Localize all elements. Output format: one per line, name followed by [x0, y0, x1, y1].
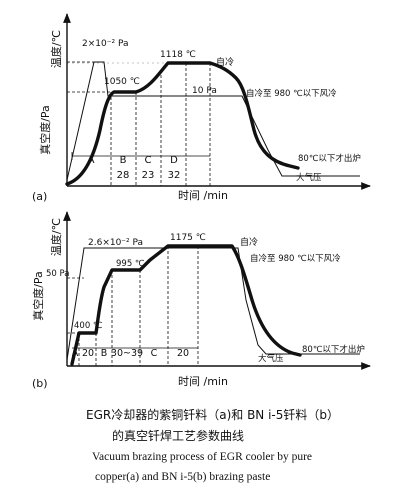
stage-dividers-b — [78, 246, 199, 366]
temperature-curve-b — [70, 244, 302, 366]
label-temp-1050-a: 1050 ℃ — [104, 77, 140, 87]
x-label-b: 时间 /min — [178, 375, 228, 388]
label-self-cool-a: 自冷 — [216, 56, 234, 68]
label-temp-400-b: 400 ℃ — [74, 321, 103, 331]
label-vacuum-high-a: 2×10⁻² Pa — [82, 39, 128, 49]
stage-letter-a-0: A — [88, 155, 95, 166]
panel-label-a: (a) — [32, 190, 47, 203]
label-fan-cool-a: 自冷至 980 ℃以下风冷 — [246, 88, 337, 99]
label-temp-995-b: 995 ℃ — [116, 259, 145, 269]
caption-en-line-2: copper(a) and BN i-5(b) brazing paste — [95, 471, 271, 483]
stage-letter-b-0: A — [72, 348, 79, 359]
stage-dividers-a — [110, 63, 211, 186]
vacuum-curve-b — [66, 247, 360, 361]
temperature-curve-a — [65, 61, 300, 186]
label-discharge-a: 80℃以下才出炉 — [298, 153, 361, 164]
stage-letter-a-3: D — [170, 155, 178, 166]
stage-letter-b-1: B — [101, 348, 108, 359]
stage-duration-b-1: 30~39 — [111, 348, 143, 359]
stage-letter-b-2: C — [151, 348, 158, 359]
label-temp-1175-b: 1175 ℃ — [170, 233, 206, 243]
label-atmos-a: 大气压 — [296, 172, 322, 183]
label-fan-cool-b: 自冷至 980 ℃以下风冷 — [250, 253, 341, 264]
label-temp-1118-a: 1118 ℃ — [160, 50, 196, 60]
diagram-b: 温度/℃ 真空度/Pa A 20 B 30~39 C 20 2.6×10⁻² P… — [31, 211, 371, 390]
label-vacuum-low-a: 10 Pa — [192, 86, 217, 96]
stage-duration-b-0: 20 — [82, 348, 94, 359]
y-label-temperature-b: 温度/℃ — [49, 218, 63, 256]
y-label-vacuum-b: 真空度/Pa — [31, 271, 45, 321]
stage-duration-a-3: 32 — [168, 170, 181, 181]
label-atmos-b: 大气压 — [258, 353, 284, 364]
label-vacuum-high-b: 2.6×10⁻² Pa — [88, 238, 143, 248]
stage-letter-a-1: B — [120, 155, 127, 166]
caption-zh-line-2: 的真空钎焊工艺参数曲线 — [112, 429, 245, 443]
label-self-cool-b: 自冷 — [240, 236, 258, 248]
label-vacuum-low-b: 50 Pa — [46, 269, 69, 279]
stage-duration-b-3: 20 — [177, 348, 189, 359]
diagram-a: 温度/℃ 真空度/Pa A B C D 28 23 32 2×10⁻² — [32, 13, 371, 203]
figure-caption: EGR冷却器的紫铜钎料（a)和 BN i-5钎料（b） 的真空钎焊工艺参数曲线 … — [0, 400, 417, 495]
panel-label-b: (b) — [32, 377, 48, 390]
y-label-vacuum-a: 真空度/Pa — [38, 105, 52, 155]
caption-zh-line-1: EGR冷却器的紫铜钎料（a)和 BN i-5钎料（b） — [86, 408, 340, 422]
caption-en-line-1: Vacuum brazing process of EGR cooler by … — [92, 451, 313, 463]
y-label-temperature-a: 温度/℃ — [49, 30, 63, 68]
label-discharge-b: 80℃以下才出炉 — [302, 344, 365, 355]
x-label-a: 时间 /min — [178, 189, 228, 202]
stage-letter-a-2: C — [145, 155, 152, 166]
stage-duration-a-2: 23 — [142, 170, 155, 181]
stage-duration-a-1: 28 — [117, 170, 130, 181]
vacuum-curve-a — [66, 61, 360, 181]
